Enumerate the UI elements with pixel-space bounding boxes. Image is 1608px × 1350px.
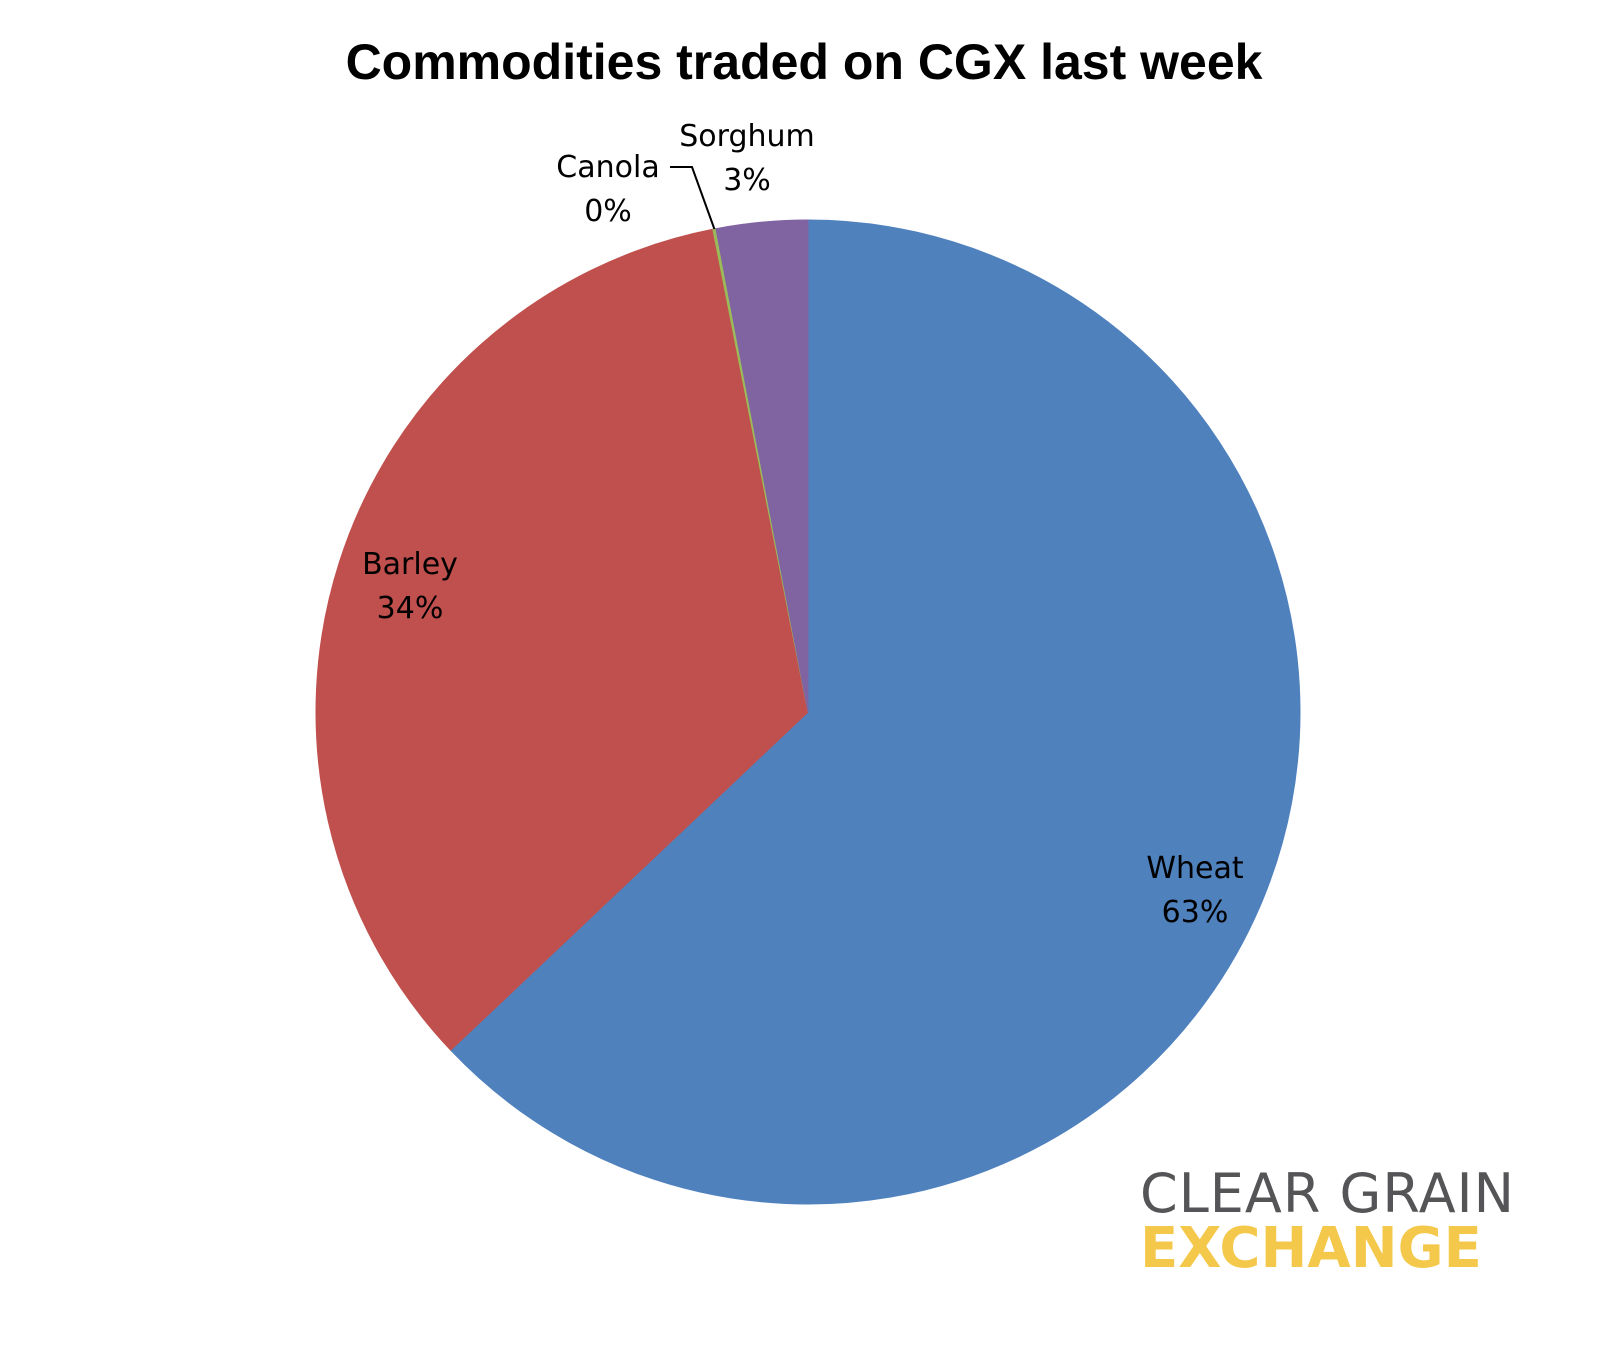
slice-name-label-barley: Barley <box>362 547 458 582</box>
pie-slice-wheat <box>449 219 1301 1205</box>
slice-value-label-canola: 0% <box>584 194 632 229</box>
slice-value-label-barley: 34% <box>377 591 444 626</box>
pie-slice-sorghum <box>715 219 809 713</box>
pie-slices <box>315 219 1301 1205</box>
logo-line-2-text: EXCHANGE <box>1140 1221 1482 1277</box>
logo-line-2: EXCHANGE <box>1140 1221 1530 1277</box>
pie-labels: Wheat 63% Barley 34% Canola 0% Sorghum 3% <box>362 119 1244 930</box>
slice-name-label-wheat: Wheat <box>1146 851 1244 886</box>
clear-grain-exchange-logo: CLEAR GRAIN EXCHANGE <box>1140 1165 1530 1277</box>
slice-value-label-sorghum: 3% <box>723 163 771 198</box>
chart-title: Commodities traded on CGX last week <box>345 34 1263 90</box>
leader-line-canola <box>670 166 716 230</box>
logo-line-1: CLEAR GRAIN <box>1140 1162 1515 1225</box>
pie-slice-barley <box>315 228 809 1051</box>
slice-name-label-canola: Canola <box>556 150 659 185</box>
slice-value-label-wheat: 63% <box>1162 895 1229 930</box>
slice-name-label-sorghum: Sorghum <box>679 119 815 154</box>
